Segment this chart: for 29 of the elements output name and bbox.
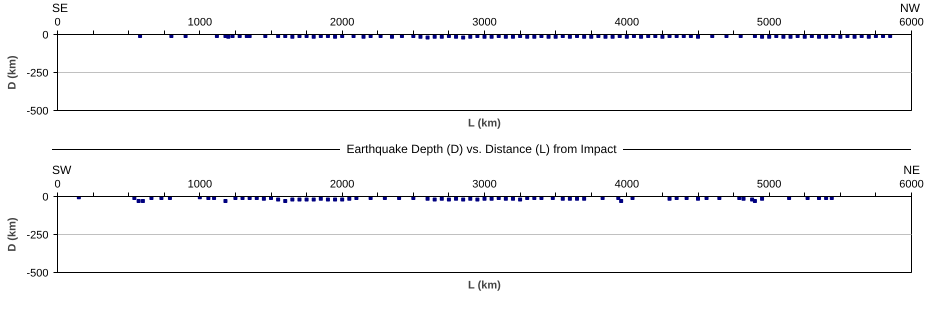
y-axis-title: D (km) bbox=[6, 55, 18, 90]
y-tick-label: -250 bbox=[26, 230, 49, 242]
y-tick-label: 0 bbox=[42, 192, 49, 204]
x-tick-label: 0 bbox=[54, 178, 61, 190]
y-axis-title: D (km) bbox=[6, 217, 18, 252]
text: NE bbox=[903, 162, 920, 179]
x-tick-label: 6000 bbox=[899, 178, 924, 190]
x-axis-title: L (km) bbox=[468, 280, 502, 292]
x-tick-label: 5000 bbox=[756, 178, 782, 190]
x-tick-label: 3000 bbox=[472, 16, 497, 28]
text: NW bbox=[900, 0, 920, 17]
x-tick-label: 2000 bbox=[330, 16, 354, 28]
x-tick-label: 4000 bbox=[614, 16, 640, 28]
chart-title: Earthquake Depth (D) vs. Distance (L) from Impact bbox=[346, 140, 617, 158]
x-tick-label: 2000 bbox=[330, 178, 354, 190]
y-tick-label: -500 bbox=[26, 106, 49, 118]
text: SE bbox=[52, 0, 68, 17]
x-tick-label: 3000 bbox=[472, 178, 497, 190]
x-tick-label: 1000 bbox=[188, 178, 212, 190]
text: SW bbox=[52, 162, 72, 179]
x-tick-label: 5000 bbox=[756, 16, 782, 28]
x-tick-label: 4000 bbox=[614, 178, 640, 190]
y-tick-label: -250 bbox=[26, 68, 49, 80]
x-tick-label: 0 bbox=[54, 16, 61, 28]
y-tick-label: -500 bbox=[26, 268, 49, 280]
x-axis-title: L (km) bbox=[468, 118, 502, 130]
x-tick-label: 6000 bbox=[899, 16, 924, 28]
x-tick-label: 1000 bbox=[188, 16, 212, 28]
y-tick-label: 0 bbox=[42, 30, 49, 42]
